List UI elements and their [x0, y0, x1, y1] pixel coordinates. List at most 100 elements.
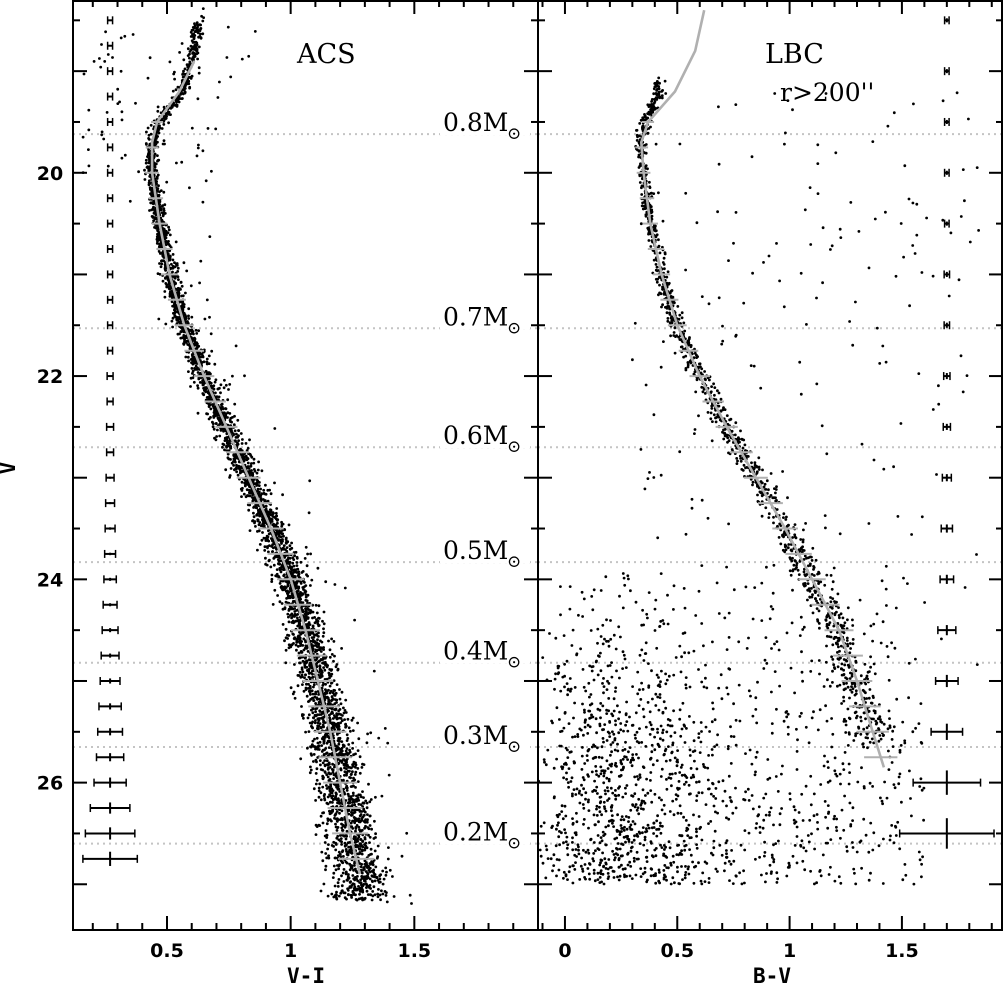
star-point: [171, 264, 175, 268]
star-point: [328, 787, 332, 791]
star-point: [303, 656, 307, 660]
star-point: [370, 874, 374, 878]
star-point: [314, 747, 317, 751]
star-point: [348, 886, 352, 889]
star-point: [806, 582, 810, 585]
star-point: [275, 572, 279, 576]
star-point: [189, 385, 192, 388]
star-point: [832, 624, 836, 628]
star-point: [263, 499, 267, 503]
star-point: [289, 645, 292, 649]
star-point: [368, 884, 372, 887]
star-point: [318, 647, 322, 651]
star-point: [179, 336, 183, 340]
star-point: [321, 619, 324, 623]
star-point: [892, 725, 896, 729]
star-point: [291, 556, 295, 560]
star-point: [150, 201, 153, 205]
star-point: [368, 862, 372, 865]
star-point: [147, 137, 151, 140]
star-point: [322, 666, 325, 669]
y-tick-label: 24: [37, 569, 63, 591]
star-point: [192, 362, 196, 365]
star-point: [357, 737, 361, 741]
star-point: [156, 232, 159, 236]
panel-lbc: 0 0.5 1 1.5 LBC r>200'' B-V: [537, 0, 1003, 988]
star-point: [225, 445, 229, 449]
star-point: [385, 900, 389, 904]
star-point: [360, 766, 364, 769]
star-point: [207, 402, 211, 406]
star-point: [370, 860, 373, 863]
star-point: [259, 487, 262, 491]
star-point: [230, 429, 233, 432]
star-point: [177, 100, 181, 104]
star-point: [162, 139, 166, 143]
star-point: [207, 354, 211, 358]
star-point: [324, 852, 328, 855]
star-point: [365, 886, 368, 889]
star-point: [370, 879, 374, 883]
star-point: [351, 763, 354, 767]
star-point: [364, 799, 368, 803]
star-point: [373, 872, 376, 876]
star-point: [325, 784, 328, 787]
star-point: [285, 541, 288, 545]
star-point: [309, 671, 313, 675]
star-point: [319, 675, 322, 679]
star-point: [184, 315, 188, 319]
star-point: [174, 282, 178, 285]
star-point: [245, 449, 249, 452]
star-point: [371, 894, 375, 898]
star-point: [335, 897, 339, 901]
star-point: [328, 676, 331, 680]
star-point: [268, 544, 271, 547]
star-point: [293, 663, 296, 666]
star-point: [219, 383, 223, 387]
star-point: [87, 128, 91, 132]
star-point: [233, 414, 236, 418]
star-point: [240, 57, 244, 61]
star-point: [162, 190, 166, 194]
star-point: [315, 778, 319, 782]
star-point: [326, 767, 330, 771]
star-point: [844, 723, 848, 727]
star-point: [252, 468, 256, 471]
star-point: [193, 43, 197, 47]
star-point: [151, 215, 155, 219]
star-point: [307, 687, 310, 690]
star-point: [255, 484, 259, 487]
star-point: [164, 229, 168, 233]
star-point: [321, 785, 325, 789]
star-point: [313, 745, 317, 749]
star-point: [180, 305, 184, 309]
star-point: [307, 682, 310, 686]
star-point: [100, 133, 104, 137]
star-point: [333, 689, 337, 692]
star-point: [280, 602, 284, 605]
star-point: [331, 770, 335, 774]
star-point: [345, 786, 349, 790]
star-point: [363, 896, 367, 900]
star-point: [370, 898, 374, 902]
star-point: [349, 821, 353, 825]
star-point: [323, 763, 327, 767]
star-point: [298, 630, 301, 634]
star-point: [212, 427, 216, 431]
star-point: [188, 50, 192, 53]
star-point: [212, 406, 216, 410]
star-point: [205, 298, 209, 302]
star-point: [191, 359, 195, 363]
star-point: [358, 862, 362, 865]
star-point: [368, 800, 372, 804]
star-point: [349, 880, 352, 883]
star-point: [358, 847, 362, 851]
star-point: [286, 637, 289, 640]
star-point: [178, 51, 182, 54]
star-point: [362, 868, 365, 872]
star-point: [316, 566, 320, 570]
star-point: [123, 34, 127, 38]
star-point: [354, 843, 358, 847]
star-point: [322, 627, 325, 631]
star-point: [198, 381, 202, 384]
